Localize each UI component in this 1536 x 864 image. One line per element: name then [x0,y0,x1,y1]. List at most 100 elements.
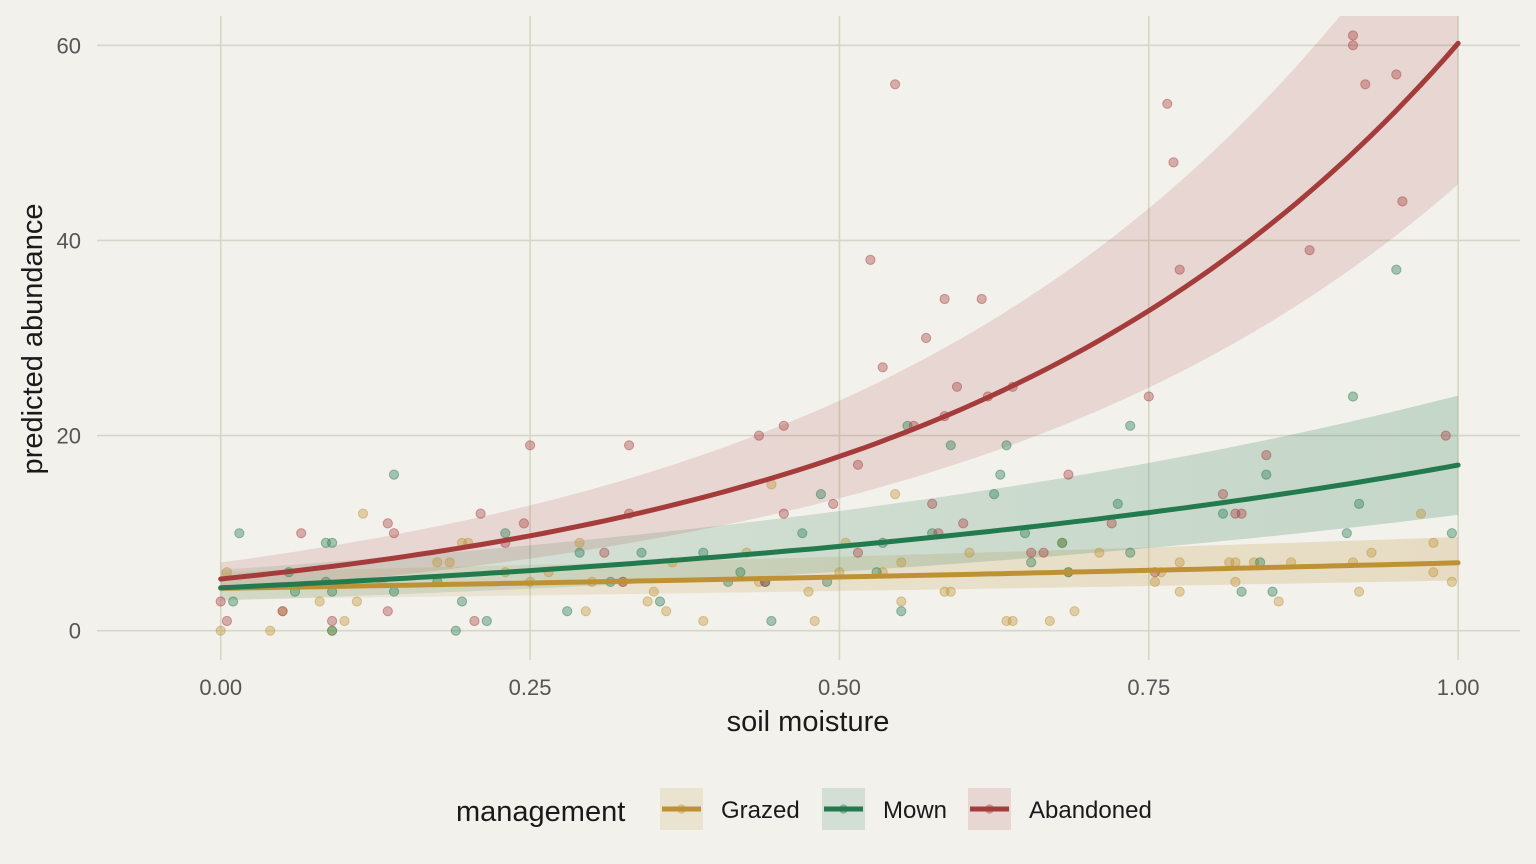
data-point-grazed [351,596,362,607]
data-point-grazed [1366,547,1377,558]
data-point-mown [1125,547,1136,558]
data-point-abandoned [1347,40,1359,51]
data-point-mown [388,469,400,480]
data-point-grazed [642,596,653,607]
data-point-abandoned [382,606,393,617]
ribbon-abandoned [220,16,1459,592]
data-point-grazed [1273,596,1284,607]
data-point-grazed [1174,557,1185,568]
grid-layer [97,16,1520,660]
legend-label: Grazed [721,797,800,824]
data-point-grazed [1094,547,1105,558]
data-point-grazed [1149,576,1161,588]
data-point-grazed [574,537,585,549]
x-tick-label: 0.00 [199,675,242,700]
data-point-abandoned [599,547,610,558]
data-point-abandoned [1304,245,1315,256]
data-point-grazed [1007,615,1018,627]
data-point-grazed [1044,615,1055,627]
data-point-grazed [580,606,591,617]
data-point-mown [797,528,808,539]
data-point-abandoned [951,381,963,392]
data-point-grazed [1415,508,1427,519]
data-point-grazed [1057,537,1068,549]
data-point-mown [1267,586,1278,597]
data-point-grazed [698,615,709,627]
data-point-mown [1341,528,1352,539]
legend-item-grazed: Grazed [660,788,800,830]
data-point-abandoned [778,420,789,431]
data-point-grazed [1428,567,1439,578]
data-point-abandoned [277,606,288,617]
data-point-abandoned [1106,518,1117,529]
tick-layer: 0 20 40 60 0.00 0.25 0.50 0.75 1.00 [57,33,1480,700]
data-point-abandoned [1217,489,1229,500]
data-point-abandoned [475,508,486,519]
data-point-abandoned [1360,79,1371,90]
fit-line-grazed [218,560,1461,591]
data-point-abandoned [382,518,393,529]
data-point-grazed [1354,586,1365,597]
data-point-grazed [964,547,975,558]
data-point-grazed [339,615,350,627]
data-point-abandoned [1174,264,1185,275]
data-point-grazed [890,489,901,500]
data-point-mown [1026,557,1037,568]
data-point-abandoned [753,430,765,441]
ribbon-mown [220,395,1459,601]
data-point-abandoned [525,440,536,451]
legend-key-point [838,804,849,814]
data-point-abandoned [388,528,400,539]
data-point-mown [1391,264,1402,275]
data-point-abandoned [778,508,789,519]
x-tick-label: 1.00 [1437,675,1480,700]
data-point-abandoned [1391,69,1402,80]
x-tick-label: 0.25 [509,675,552,700]
data-point-grazed [1230,557,1241,568]
data-point-mown [1261,469,1272,480]
data-point-mown [388,586,400,597]
data-point-mown [450,625,461,636]
data-point-abandoned [1162,98,1173,109]
legend-item-abandoned: Abandoned [968,788,1152,830]
data-point-mown [1112,498,1123,509]
data-point-abandoned [958,518,969,529]
data-point-abandoned [1230,508,1241,519]
data-point-grazed [896,596,907,607]
legend-key-point [984,804,995,814]
y-tick-label: 20 [57,424,81,449]
data-point-abandoned [852,547,864,558]
data-point-mown [1347,391,1359,402]
fit-line-mown [218,462,1461,591]
data-point-abandoned [976,293,987,305]
data-point-grazed [1230,576,1241,588]
data-point-mown [1001,440,1012,451]
data-point-mown [995,469,1006,480]
data-point-mown [1217,508,1229,519]
data-point-abandoned [1261,450,1272,461]
data-point-grazed [809,615,820,627]
data-point-abandoned [469,615,480,627]
data-point-mown [654,596,666,607]
y-tick-label: 0 [69,619,81,644]
data-point-mown [1354,498,1365,509]
data-point-abandoned [1143,391,1154,402]
data-point-abandoned [1236,508,1247,519]
legend-title: management [456,796,625,828]
data-point-abandoned [1440,430,1451,441]
data-point-abandoned [852,459,864,470]
data-point-grazed [314,596,325,607]
data-point-grazed [1428,537,1439,549]
data-point-mown [1236,586,1247,597]
x-tick-label: 0.50 [818,675,861,700]
data-point-grazed [648,586,659,597]
data-point-grazed [327,625,338,636]
data-point-mown [735,567,746,578]
data-point-abandoned [518,518,530,529]
data-point-grazed [215,625,226,636]
legend: management Grazed Mown Abandoned [456,788,1152,830]
x-axis-title: soil moisture [727,706,890,738]
legend-label: Mown [883,797,947,824]
data-point-abandoned [1397,196,1408,207]
